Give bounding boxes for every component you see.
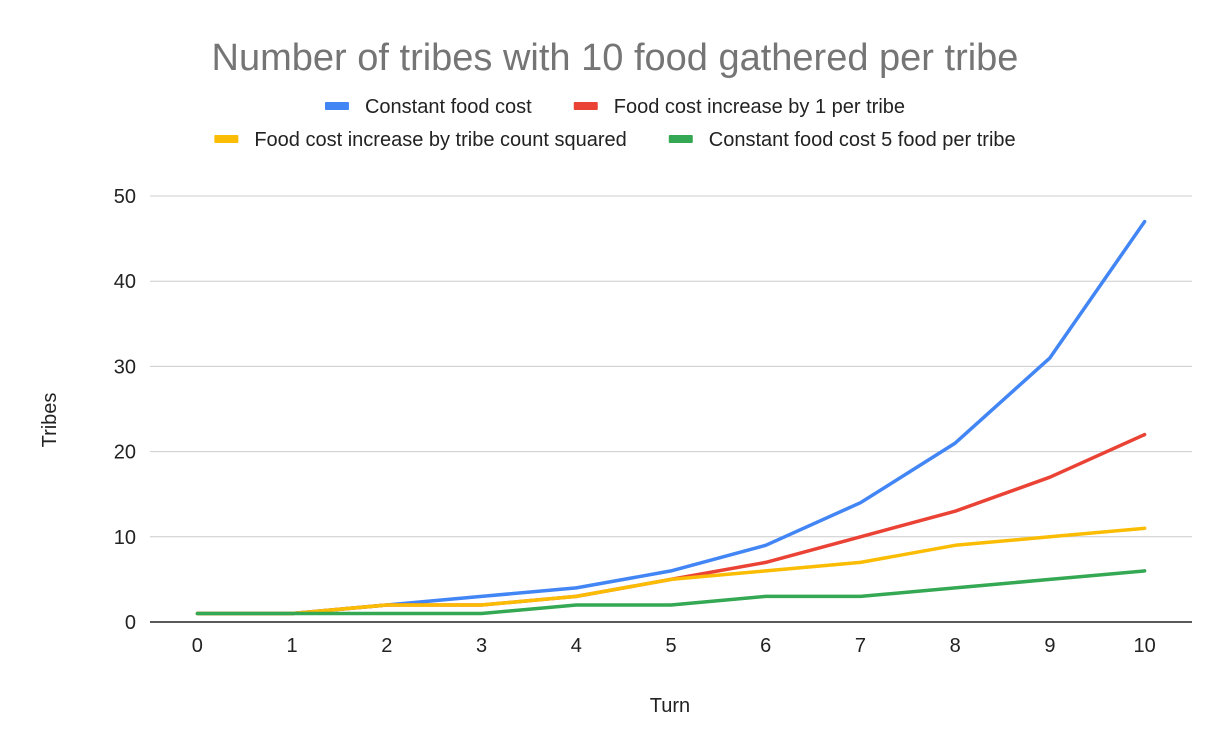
y-tick-label: 40 (114, 271, 136, 293)
legend-item: Food cost increase by 1 per tribe (573, 96, 905, 118)
legend-label: Food cost increase by 1 per tribe (614, 96, 905, 118)
y-tick-label: 10 (114, 527, 136, 549)
legend: Constant food cost Food cost increase by … (214, 96, 1016, 151)
x-tick-label: 8 (950, 635, 961, 657)
x-tick-label: 7 (855, 635, 866, 657)
x-tick-label: 2 (381, 635, 392, 657)
legend-label: Food cost increase by tribe count square… (254, 129, 626, 151)
x-axis-ticks: 0 1 2 3 4 5 6 7 8 9 10 (192, 635, 1156, 657)
x-tick-label: 3 (476, 635, 487, 657)
y-tick-label: 30 (114, 356, 136, 378)
legend-item: Food cost increase by tribe count square… (214, 129, 627, 151)
x-axis-label: Turn (650, 695, 690, 717)
x-tick-label: 9 (1044, 635, 1055, 657)
series-line-3 (195, 526, 1147, 616)
y-tick-label: 50 (114, 186, 136, 208)
legend-swatch (214, 135, 239, 143)
gridlines (150, 195, 1192, 538)
series-lines (195, 219, 1147, 616)
y-tick-label: 20 (114, 442, 136, 464)
legend-swatch (668, 135, 693, 143)
legend-swatch (573, 102, 598, 110)
x-tick-label: 5 (665, 635, 676, 657)
x-tick-label: 10 (1134, 635, 1156, 657)
x-tick-label: 0 (192, 635, 203, 657)
series-line-2 (195, 432, 1147, 616)
y-axis-label: Tribes (39, 393, 61, 448)
legend-item: Constant food cost 5 food per tribe (668, 129, 1016, 151)
x-tick-label: 1 (287, 635, 298, 657)
x-tick-label: 4 (571, 635, 582, 657)
legend-swatch (324, 102, 349, 110)
y-tick-label: 0 (125, 612, 136, 634)
series-line-1 (195, 219, 1147, 616)
legend-label: Constant food cost (365, 96, 532, 118)
series-line-4 (195, 569, 1147, 616)
x-tick-label: 6 (760, 635, 771, 657)
y-axis-ticks: 0 10 20 30 40 50 (114, 186, 136, 634)
chart-title: Number of tribes with 10 food gathered p… (212, 37, 1019, 79)
legend-item: Constant food cost (324, 96, 532, 118)
legend-label: Constant food cost 5 food per tribe (709, 129, 1016, 151)
